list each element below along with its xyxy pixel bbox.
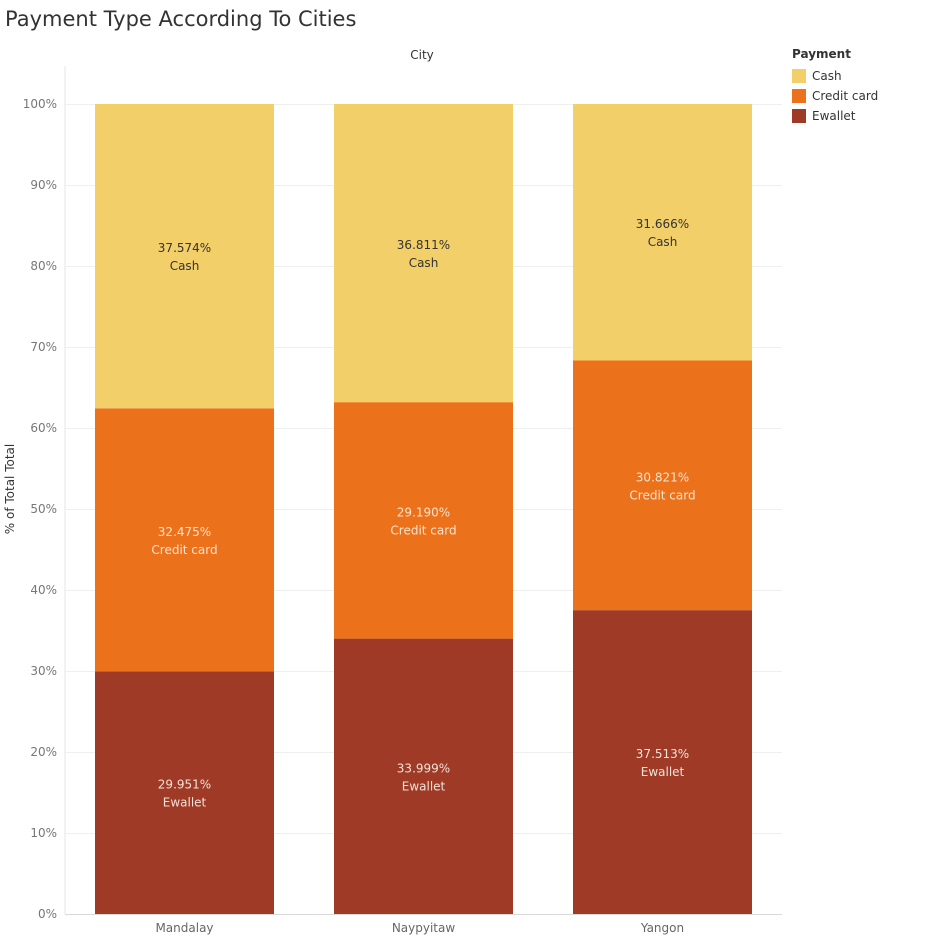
bar-yangon-credit-card[interactable] bbox=[573, 360, 752, 611]
bar-mandalay-credit-card[interactable] bbox=[95, 408, 274, 672]
data-label-value: 33.999% bbox=[397, 761, 450, 775]
x-tick-label: Naypyitaw bbox=[392, 921, 456, 935]
legend-item-cash[interactable]: Cash bbox=[792, 66, 878, 86]
data-labels: 29.951% Ewallet 32.475% Credit card 37.574% C… bbox=[151, 217, 695, 809]
y-tick-label: 80% bbox=[30, 259, 57, 273]
data-label-series: Credit card bbox=[629, 488, 695, 502]
data-label-value: 31.666% bbox=[636, 217, 689, 231]
data-label-value: 36.811% bbox=[397, 238, 450, 252]
legend-swatch-ewallet bbox=[792, 109, 806, 123]
data-label-series: Credit card bbox=[390, 523, 456, 537]
bar-mandalay-cash[interactable] bbox=[95, 104, 274, 409]
y-tick-label: 50% bbox=[30, 502, 57, 516]
data-label-value: 32.475% bbox=[158, 525, 211, 539]
axes: 0% 10% 20% 30% 40% 50% 60% 70% 80% 90% 100% Mandala… bbox=[23, 66, 782, 935]
chart-title: Payment Type According To Cities bbox=[5, 7, 357, 31]
legend: Payment Cash Credit card Ewallet bbox=[792, 47, 878, 126]
data-label-value: 30.821% bbox=[636, 470, 689, 484]
y-tick-label: 40% bbox=[30, 583, 57, 597]
data-label-value: 29.951% bbox=[158, 778, 211, 792]
y-tick-label: 90% bbox=[30, 178, 57, 192]
y-tick-label: 70% bbox=[30, 340, 57, 354]
legend-label: Credit card bbox=[812, 89, 879, 103]
legend-item-ewallet[interactable]: Ewallet bbox=[792, 106, 878, 126]
y-axis-title: % of Total Total bbox=[3, 444, 17, 534]
bar-mandalay-ewallet[interactable] bbox=[95, 671, 274, 914]
legend-title: Payment bbox=[792, 47, 851, 61]
bar-naypyitaw-ewallet[interactable] bbox=[334, 638, 513, 914]
y-tick-label: 30% bbox=[30, 664, 57, 678]
y-tick-label: 60% bbox=[30, 421, 57, 435]
legend-item-credit-card[interactable]: Credit card bbox=[792, 86, 878, 106]
data-label-value: 37.574% bbox=[158, 241, 211, 255]
y-tick-label: 100% bbox=[23, 97, 57, 111]
bar-yangon-cash[interactable] bbox=[573, 104, 752, 361]
column-header: City bbox=[410, 48, 434, 62]
data-label-series: Cash bbox=[409, 256, 439, 270]
y-tick-label: 0% bbox=[38, 907, 57, 921]
data-label-series: Cash bbox=[170, 259, 200, 273]
x-tick-label: Yangon bbox=[640, 921, 684, 935]
data-label-series: Ewallet bbox=[163, 796, 207, 810]
y-tick-label: 10% bbox=[30, 826, 57, 840]
data-label-value: 37.513% bbox=[636, 747, 689, 761]
bar-naypyitaw-credit-card[interactable] bbox=[334, 402, 513, 639]
data-label-series: Cash bbox=[648, 235, 678, 249]
y-tick-label: 20% bbox=[30, 745, 57, 759]
data-label-value: 29.190% bbox=[397, 505, 450, 519]
legend-label: Cash bbox=[812, 69, 842, 83]
data-label-series: Credit card bbox=[151, 543, 217, 557]
bars bbox=[95, 104, 752, 914]
bar-naypyitaw-cash[interactable] bbox=[334, 104, 513, 403]
bar-yangon-ewallet[interactable] bbox=[573, 610, 752, 914]
legend-label: Ewallet bbox=[812, 109, 856, 123]
x-tick-label: Mandalay bbox=[155, 921, 213, 935]
data-label-series: Ewallet bbox=[641, 765, 685, 779]
legend-swatch-cash bbox=[792, 69, 806, 83]
data-label-series: Ewallet bbox=[402, 779, 446, 793]
legend-swatch-credit-card bbox=[792, 89, 806, 103]
